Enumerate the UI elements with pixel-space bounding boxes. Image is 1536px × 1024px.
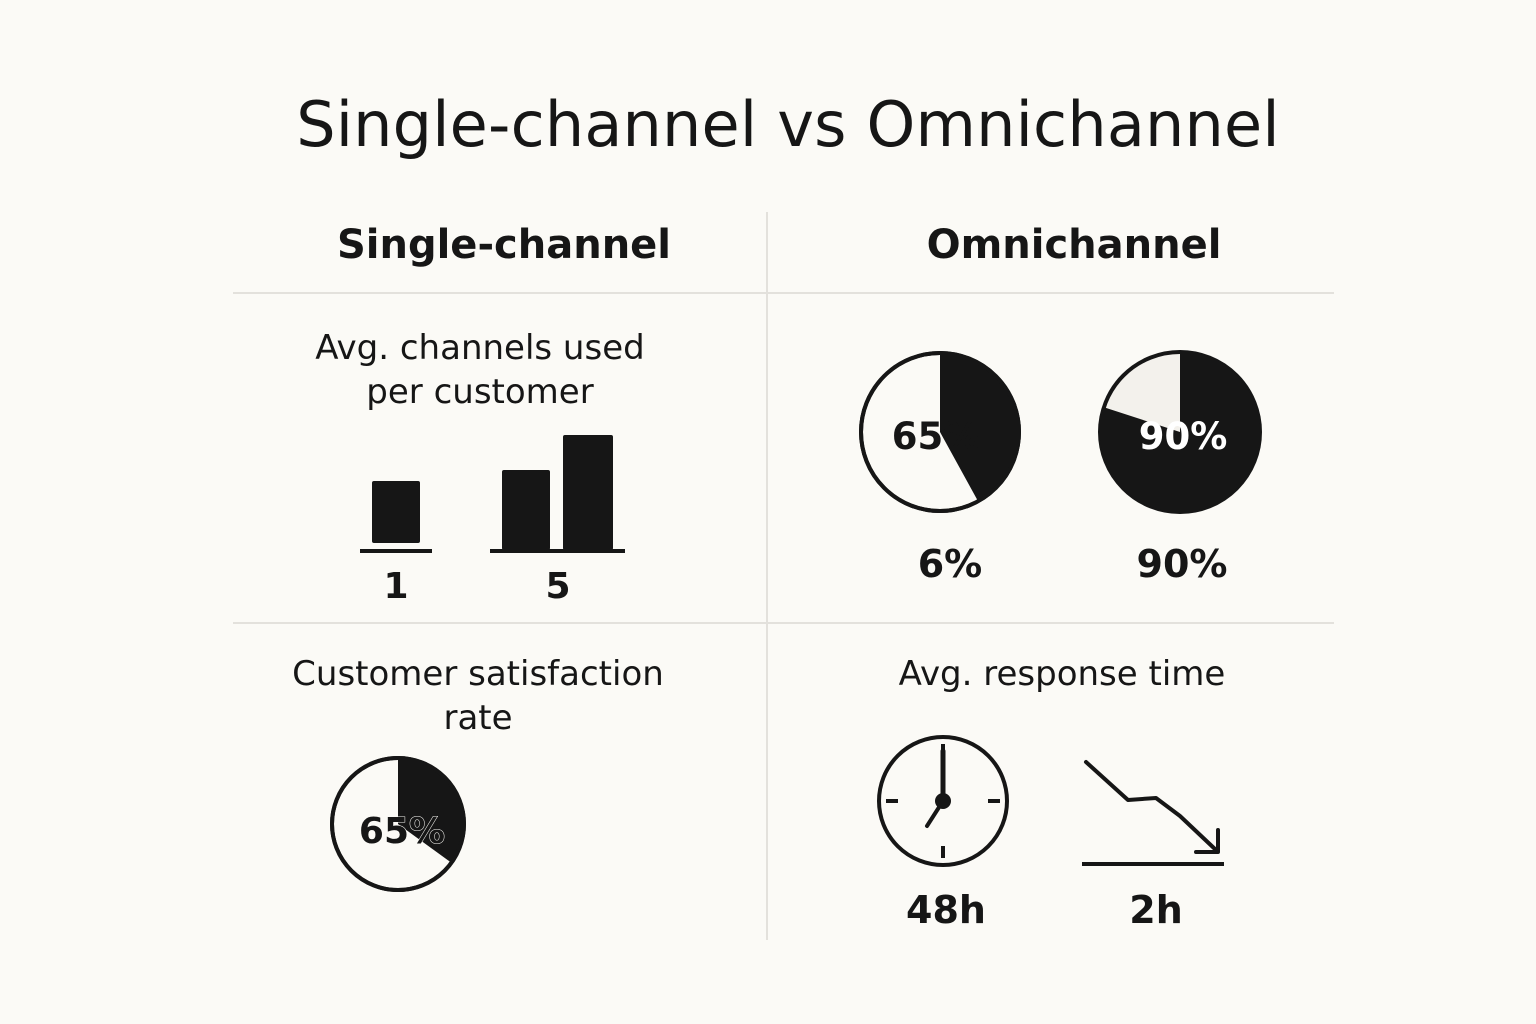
pie-inner-label: 65% — [359, 811, 445, 852]
header-divider — [233, 292, 1334, 294]
satisfaction-label-line-2: rate — [443, 698, 513, 738]
satisfaction-metric-label: Customer satisfaction rate — [268, 652, 688, 740]
pie-inner-label: 90% — [1139, 415, 1228, 458]
satisfaction-label-line-1: Customer satisfaction — [292, 654, 664, 694]
column-divider — [766, 212, 768, 940]
pie-inner-label: 65% — [892, 415, 981, 458]
page-title: Single-channel vs Omnichannel — [296, 88, 1280, 161]
satisfaction-pie: 65% — [330, 756, 466, 892]
bar-tick-label: 5 — [545, 566, 570, 607]
omni-pie-1-caption: 6% — [917, 542, 983, 586]
column-header-omnichannel: Omnichannel — [926, 222, 1222, 268]
response-time-single-caption: 48h — [906, 888, 986, 932]
clock-icon — [877, 735, 1009, 867]
row-divider — [233, 622, 1334, 624]
pie-slice — [1100, 352, 1261, 512]
omni-pie-1: 65% — [859, 351, 1021, 513]
bar-tick-label: 1 — [383, 566, 408, 607]
response-time-label: Avg. response time — [898, 654, 1226, 694]
trend-down-icon — [1082, 760, 1224, 866]
pie-slice — [398, 758, 465, 863]
bar — [502, 470, 550, 550]
pie-slice — [940, 353, 1020, 502]
response-time-omni-caption: 2h — [1129, 888, 1183, 932]
channels-metric-label: Avg. channels used per customer — [280, 326, 680, 414]
omni-pie-2-caption: 90% — [1136, 542, 1228, 586]
column-header-single-channel: Single-channel — [336, 222, 672, 268]
bar — [372, 481, 420, 543]
channels-label-line-1: Avg. channels used — [315, 328, 645, 368]
channels-label-line-2: per customer — [366, 372, 594, 412]
bar — [563, 435, 613, 550]
omni-pie-2: 90% — [1098, 350, 1262, 514]
